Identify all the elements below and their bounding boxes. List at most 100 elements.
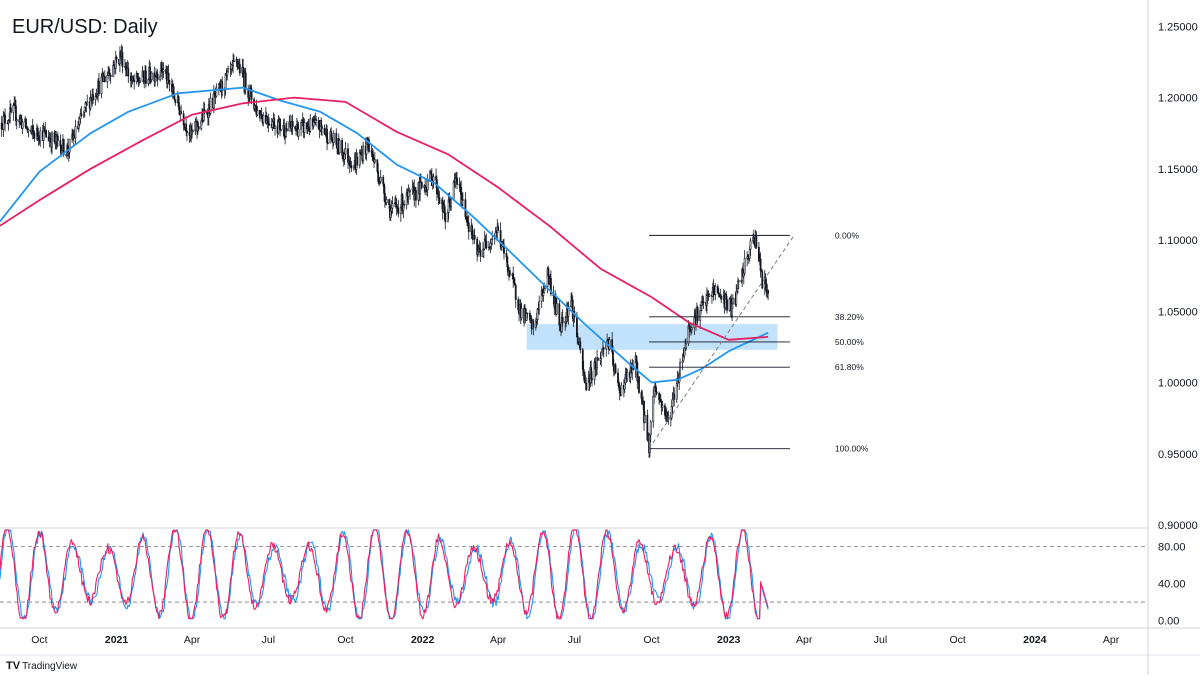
candle-body <box>274 125 276 129</box>
candle-body <box>415 190 417 201</box>
candle-body <box>180 111 183 115</box>
candle-body <box>384 193 386 202</box>
candle-body <box>36 127 39 136</box>
candle-body <box>700 302 703 306</box>
candle-body <box>565 316 567 322</box>
candle-body <box>614 364 617 374</box>
candle-body <box>332 133 335 143</box>
candle-body <box>675 383 678 400</box>
candle-body <box>15 105 17 122</box>
candle-body <box>98 80 100 95</box>
candle-body <box>15 119 18 122</box>
candle-body <box>37 135 40 140</box>
candle-body <box>735 291 738 305</box>
candle-body <box>121 52 124 68</box>
candle-body <box>547 268 550 277</box>
candle-body <box>702 301 705 303</box>
candle-body <box>654 385 657 392</box>
candle-body <box>601 349 603 353</box>
candle-body <box>683 347 686 357</box>
candle-body <box>643 414 646 424</box>
candle-body <box>534 320 537 328</box>
candle-body <box>461 199 464 201</box>
candle-body <box>576 336 579 344</box>
x-tick-label: 2023 <box>717 634 741 646</box>
candle-body <box>212 92 215 109</box>
candle-body <box>147 79 150 84</box>
candle-body <box>371 150 374 155</box>
candle-body <box>227 68 229 73</box>
candle-body <box>45 130 48 138</box>
candle-body <box>0 122 3 130</box>
tradingview-brand-text: TradingView <box>22 660 78 672</box>
candle-body <box>31 126 34 132</box>
moving-average-blue <box>0 86 769 384</box>
candle-body <box>532 320 535 328</box>
candle-body <box>699 310 702 321</box>
candle-body <box>49 138 52 142</box>
candle-body <box>728 298 731 311</box>
candle-body <box>383 183 385 194</box>
y-tick-label: 1.05000 <box>1158 306 1198 318</box>
y-tick-label: 1.20000 <box>1158 93 1198 105</box>
candle-body <box>244 72 247 89</box>
candle-body <box>377 171 380 182</box>
candle-body <box>419 181 422 195</box>
candle-body <box>479 249 482 257</box>
candle-body <box>209 97 212 114</box>
candle-body <box>499 230 502 248</box>
fib-level-label: 0.00% <box>835 230 860 240</box>
candle-body <box>271 121 274 128</box>
candle-body <box>285 128 288 132</box>
candle-body <box>459 184 462 188</box>
candle-body <box>338 140 341 153</box>
candle-body <box>390 207 393 212</box>
candle-body <box>165 69 167 75</box>
candle-body <box>446 212 449 223</box>
fib-level-label: 100.00% <box>835 444 869 454</box>
candle-body <box>664 405 666 416</box>
tradingview-logo-icon: TV <box>6 660 21 672</box>
candle-body <box>432 176 435 182</box>
candle-body <box>77 124 80 129</box>
candle-body <box>712 287 715 294</box>
fib-level-label: 61.80% <box>835 362 864 372</box>
candle-body <box>513 278 515 284</box>
candle-body <box>443 204 446 214</box>
x-tick-label: Jul <box>874 634 887 646</box>
x-tick-label: Apr <box>490 634 507 646</box>
candle-body <box>376 159 379 172</box>
candle-body <box>173 95 176 100</box>
candle-body <box>388 199 390 205</box>
candle-body <box>109 74 112 77</box>
candle-body <box>33 132 36 139</box>
candle-body <box>326 142 329 144</box>
candle-body <box>623 382 626 390</box>
candle-body <box>596 357 599 361</box>
candle-body <box>673 393 676 400</box>
candle-body <box>83 106 86 113</box>
candle-body <box>659 398 662 402</box>
candle-body <box>505 253 508 258</box>
candle-body <box>696 307 699 321</box>
candle-body <box>508 270 511 276</box>
candle-body <box>430 170 432 175</box>
candle-body <box>174 99 177 103</box>
candle-body <box>576 317 578 337</box>
candle-body <box>283 125 286 137</box>
candle-body <box>397 207 400 215</box>
candle-body <box>326 128 328 144</box>
candle-body <box>145 70 147 84</box>
candle-body <box>348 160 351 167</box>
candle-body <box>139 80 141 83</box>
candle-body <box>221 81 224 92</box>
candle-body <box>513 282 516 286</box>
candle-body <box>742 272 745 277</box>
y-tick-label: 1.10000 <box>1158 235 1198 247</box>
candle-body <box>177 96 180 108</box>
candle-body <box>4 114 6 124</box>
candle-body <box>395 204 398 208</box>
candles <box>0 44 770 458</box>
x-tick-label: Jul <box>262 634 275 646</box>
